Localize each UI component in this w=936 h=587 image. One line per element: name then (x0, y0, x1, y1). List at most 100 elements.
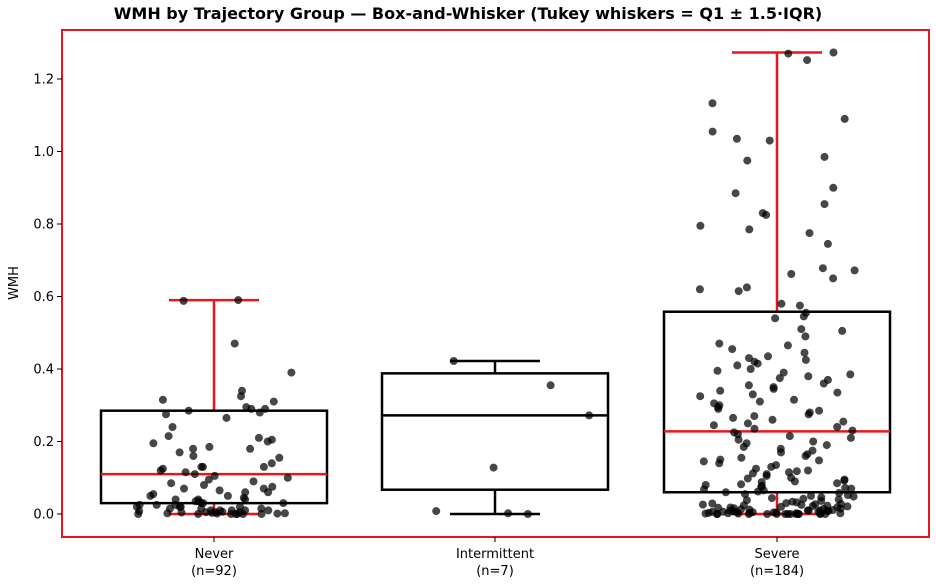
data-point (767, 462, 776, 471)
data-point (149, 439, 158, 448)
data-point (737, 480, 746, 489)
data-point (146, 491, 155, 500)
data-point (748, 390, 757, 399)
data-point (768, 415, 777, 424)
data-point (737, 453, 746, 462)
data-point (772, 510, 781, 518)
data-point (801, 452, 810, 460)
data-point (177, 508, 186, 517)
data-point (234, 296, 243, 305)
data-point (835, 489, 844, 497)
data-point (287, 368, 296, 377)
data-point (194, 510, 203, 518)
data-point (724, 509, 733, 518)
data-point (848, 426, 857, 435)
box-severe (662, 51, 892, 516)
data-point (816, 510, 824, 518)
data-point (168, 423, 177, 431)
data-point (523, 510, 532, 518)
data-point (241, 495, 250, 504)
data-point (449, 357, 458, 365)
data-point (163, 509, 172, 518)
y-axis: 0.0 0.2 0.4 0.6 0.8 1.0 1.2 (33, 73, 62, 523)
data-point (204, 475, 213, 484)
data-point (167, 479, 176, 488)
data-point (750, 424, 759, 433)
data-point (230, 339, 239, 348)
data-point (750, 412, 759, 421)
data-point (257, 510, 266, 518)
data-point (815, 406, 824, 415)
data-point (715, 339, 724, 348)
data-point (699, 457, 708, 466)
data-point (847, 484, 856, 493)
plot-frame (61, 29, 930, 538)
data-point (255, 408, 264, 417)
data-point (202, 508, 210, 517)
y-tick-label: 0.8 (33, 218, 54, 233)
x-count-label: (n=92) (191, 564, 237, 579)
data-point (744, 510, 753, 518)
data-point (152, 500, 161, 509)
data-point (200, 481, 208, 489)
iqr-box (99, 409, 329, 505)
data-point (275, 453, 284, 462)
data-point (762, 471, 771, 480)
data-point (815, 456, 823, 465)
data-point (279, 499, 288, 508)
data-point (836, 509, 845, 518)
data-point (156, 466, 165, 475)
iqr-box (380, 372, 610, 491)
data-point (259, 462, 268, 471)
data-point (716, 386, 725, 395)
data-point (801, 332, 810, 341)
data-point (264, 506, 273, 515)
data-point (792, 510, 801, 518)
data-point (833, 479, 842, 488)
data-point (222, 413, 231, 422)
x-count-label: (n=7) (476, 564, 514, 579)
data-point (846, 433, 855, 442)
data-point (264, 488, 273, 497)
data-point (841, 483, 850, 492)
data-point (733, 361, 742, 370)
data-point (189, 444, 198, 453)
data-point (829, 183, 838, 192)
data-point (742, 283, 751, 292)
data-point (755, 397, 764, 406)
data-point (792, 467, 801, 476)
data-point (843, 502, 852, 511)
data-point (797, 325, 806, 334)
data-point (237, 392, 245, 401)
data-point (775, 374, 784, 383)
data-point (728, 345, 737, 354)
data-point (709, 421, 718, 430)
data-point (732, 134, 741, 143)
data-point (829, 274, 838, 283)
data-point (746, 365, 755, 373)
data-point (822, 441, 831, 450)
data-point (546, 381, 555, 390)
data-point (263, 437, 272, 446)
data-point (708, 499, 717, 508)
data-point (765, 136, 774, 145)
data-point (238, 510, 247, 518)
data-point (777, 502, 785, 511)
data-point (745, 225, 754, 234)
data-point (801, 355, 810, 364)
iqr-box (662, 310, 892, 494)
data-point (799, 312, 808, 321)
box-intermittent (380, 359, 610, 516)
data-point (184, 406, 193, 415)
data-point (734, 435, 743, 444)
data-point (739, 442, 748, 451)
data-point (767, 494, 776, 503)
data-point (432, 507, 441, 516)
data-point (134, 510, 143, 518)
data-point (849, 492, 858, 501)
data-point (781, 510, 790, 518)
data-point (267, 459, 276, 468)
data-point (713, 366, 722, 375)
data-point (162, 410, 170, 419)
data-point (283, 473, 292, 482)
